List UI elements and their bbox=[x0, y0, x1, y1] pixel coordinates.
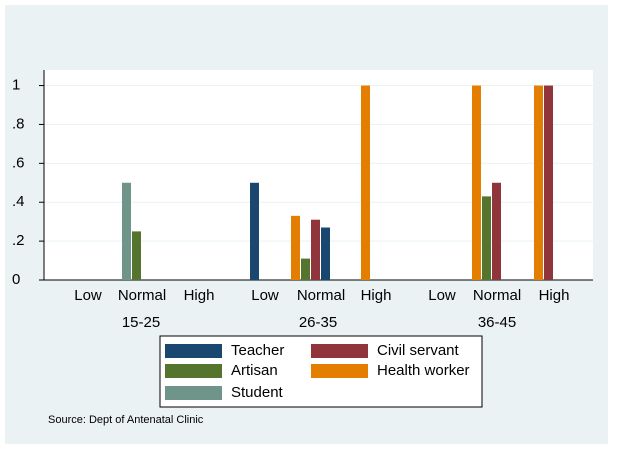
bar bbox=[301, 258, 310, 280]
y-tick-label: 0 bbox=[12, 271, 20, 288]
legend-label: Teacher bbox=[231, 342, 284, 359]
legend-swatch bbox=[165, 386, 222, 400]
x-tick-label: Low bbox=[74, 287, 102, 304]
legend-swatch bbox=[165, 364, 222, 378]
y-tick-label: .4 bbox=[12, 193, 25, 210]
bar bbox=[472, 85, 481, 280]
bar bbox=[321, 227, 330, 280]
legend-label: Artisan bbox=[231, 362, 278, 379]
x-tick-label: Low bbox=[428, 287, 456, 304]
bar bbox=[250, 182, 259, 280]
legend-label: Health worker bbox=[377, 362, 470, 379]
x-tick-label: High bbox=[539, 287, 570, 304]
bar bbox=[534, 85, 543, 280]
x-tick-label: Low bbox=[251, 287, 279, 304]
bar bbox=[122, 182, 131, 280]
y-tick-label: 1 bbox=[12, 77, 20, 94]
y-tick-label: .8 bbox=[12, 115, 25, 132]
y-tick-label: .6 bbox=[12, 154, 25, 171]
bar bbox=[544, 85, 553, 280]
legend-label: Civil servant bbox=[377, 342, 460, 359]
bar bbox=[361, 85, 370, 280]
bar bbox=[291, 215, 300, 280]
legend-swatch bbox=[165, 344, 222, 358]
bar bbox=[492, 182, 501, 280]
x-tick-label: Normal bbox=[297, 287, 345, 304]
legend-label: Student bbox=[231, 384, 284, 401]
x-tick-label: High bbox=[184, 287, 215, 304]
group-label: 26-35 bbox=[299, 314, 337, 331]
bar bbox=[132, 231, 141, 280]
x-tick-label: Normal bbox=[473, 287, 521, 304]
x-tick-label: Normal bbox=[118, 287, 166, 304]
bar bbox=[482, 196, 491, 280]
group-label: 36-45 bbox=[478, 314, 516, 331]
y-tick-label: .2 bbox=[12, 232, 25, 249]
legend-swatch bbox=[311, 344, 368, 358]
bar bbox=[311, 219, 320, 280]
group-label: 15-25 bbox=[122, 314, 160, 331]
legend-swatch bbox=[311, 364, 368, 378]
source-note: Source: Dept of Antenatal Clinic bbox=[48, 414, 204, 426]
x-tick-label: High bbox=[361, 287, 392, 304]
